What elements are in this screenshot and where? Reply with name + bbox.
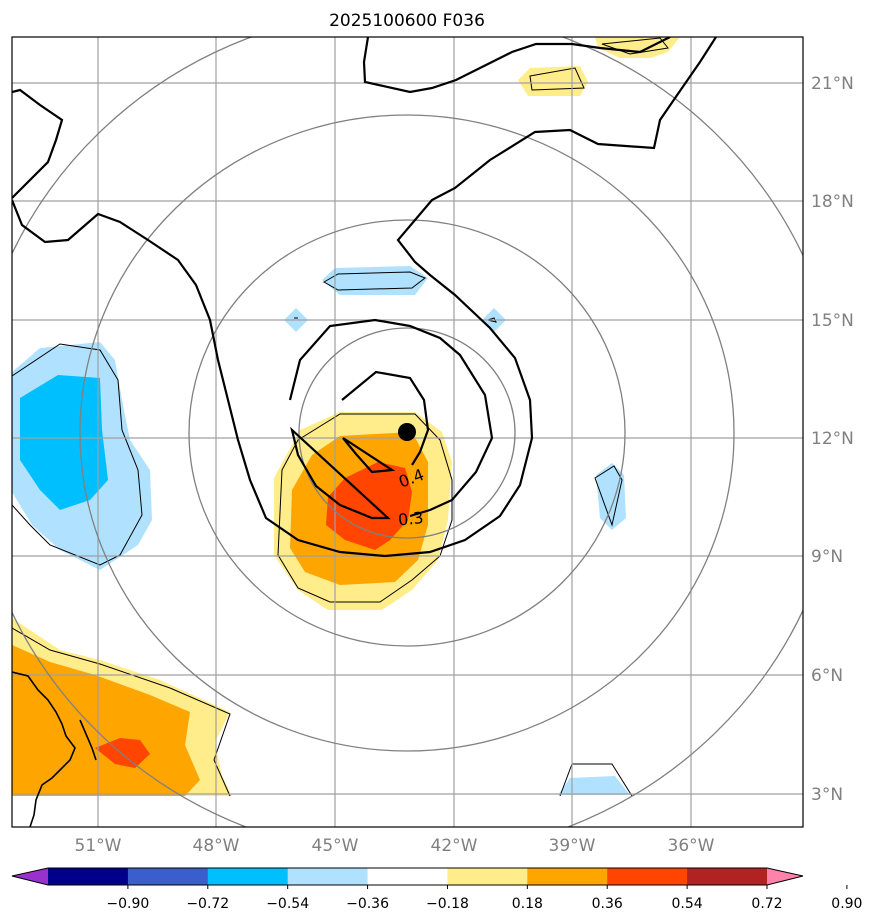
lon-label-48w: 48°W bbox=[193, 836, 240, 856]
negative-anomaly-east bbox=[596, 463, 626, 530]
lat-label-15n: 15°N bbox=[811, 311, 854, 331]
lat-label-18n: 18°N bbox=[811, 192, 854, 212]
lat-label-21n: 21°N bbox=[811, 74, 854, 94]
colorbar-segment bbox=[127, 868, 209, 885]
colorbar-tick-label: 0.36 bbox=[592, 896, 623, 912]
coastline bbox=[12, 671, 97, 827]
thick-contour-03 bbox=[341, 370, 430, 474]
colorbar-tick-label: −0.36 bbox=[346, 896, 389, 912]
thin-contours bbox=[12, 37, 669, 797]
map-panel: 0.4 0.3 bbox=[12, 37, 803, 827]
storm-center-marker bbox=[398, 423, 416, 441]
colorbar-tick-label: −0.18 bbox=[426, 896, 469, 912]
longitude-labels: 51°W 48°W 45°W 42°W 39°W 36°W bbox=[75, 836, 715, 856]
negative-anomaly-blue-west bbox=[20, 375, 108, 510]
negative-anomaly-south bbox=[558, 776, 630, 795]
lon-label-36w: 36°W bbox=[668, 836, 715, 856]
colorbar-segment bbox=[287, 868, 369, 885]
positive-anomaly-red-center bbox=[326, 462, 412, 550]
thin-contour-south bbox=[559, 763, 633, 797]
colorbar-tick-label: −0.72 bbox=[186, 896, 229, 912]
lon-label-39w: 39°W bbox=[549, 836, 596, 856]
coastline-south-america bbox=[12, 671, 76, 827]
graticule bbox=[12, 37, 803, 827]
lat-label-9n: 9°N bbox=[811, 547, 843, 567]
lat-label-12n: 12°N bbox=[811, 429, 854, 449]
colorbar-segment bbox=[607, 868, 688, 885]
range-ring-2 bbox=[188, 219, 626, 647]
map-title: 2025100600 F036 bbox=[329, 11, 485, 31]
map-frame bbox=[11, 36, 804, 828]
thin-contour-center bbox=[277, 413, 453, 603]
colorbar-tick-label: 0.72 bbox=[751, 896, 782, 912]
thin-contour-west bbox=[12, 343, 143, 566]
colorbar-segment bbox=[48, 868, 129, 885]
colorbar: −0.90 −0.72 −0.54 −0.36 −0.18 0.18 0.36 0.54 0.7… bbox=[11, 867, 862, 912]
positive-anomaly-red-sw bbox=[95, 738, 150, 768]
coastline-guiana bbox=[79, 719, 97, 761]
colorbar-tick-label: −0.90 bbox=[106, 896, 149, 912]
negative-anomaly-north-band bbox=[322, 266, 428, 295]
thick-contour-outer bbox=[12, 37, 717, 558]
colorbar-extend-low bbox=[12, 868, 48, 885]
range-ring-1 bbox=[298, 327, 516, 539]
colorbar-segment bbox=[527, 868, 608, 885]
thick-contour-04 bbox=[288, 318, 494, 520]
positive-anomaly-orange-sw bbox=[12, 645, 200, 796]
colorbar-ticks: −0.90 −0.72 −0.54 −0.36 −0.18 0.18 0.36 0.54 0.7… bbox=[106, 885, 862, 912]
colorbar-segment bbox=[687, 868, 768, 885]
lat-label-6n: 6°N bbox=[811, 666, 843, 686]
colorbar-tick-label: 0.18 bbox=[512, 896, 543, 912]
positive-anomaly-yellow-north-1 bbox=[518, 66, 588, 96]
thin-contour-north-band bbox=[322, 271, 427, 291]
colorbar-tick-label: 0.54 bbox=[672, 896, 703, 912]
range-ring-3 bbox=[79, 114, 735, 752]
colorbar-segment bbox=[367, 868, 448, 885]
latitude-labels: 21°N 18°N 15°N 12°N 9°N 6°N 3°N bbox=[811, 74, 854, 805]
colorbar-extend-high bbox=[767, 868, 803, 885]
colorbar-segment bbox=[207, 868, 289, 885]
thin-contour-east bbox=[594, 465, 623, 527]
lon-label-51w: 51°W bbox=[75, 836, 122, 856]
thin-contour-sw bbox=[12, 627, 231, 797]
colorbar-tick-label: 0.90 bbox=[831, 896, 862, 912]
contour-label-03: 0.3 bbox=[397, 508, 424, 530]
lat-label-3n: 3°N bbox=[811, 785, 843, 805]
lon-label-45w: 45°W bbox=[312, 836, 359, 856]
thick-contours bbox=[12, 37, 717, 558]
colorbar-segment bbox=[447, 868, 528, 885]
thin-contour-north-1 bbox=[529, 67, 585, 91]
thick-contour-north bbox=[362, 37, 671, 94]
lon-label-42w: 42°W bbox=[431, 836, 478, 856]
colorbar-segments bbox=[12, 868, 803, 885]
thick-contour-northwest bbox=[12, 88, 64, 199]
colorbar-tick-label: −0.54 bbox=[266, 896, 309, 912]
range-rings bbox=[12, 37, 803, 827]
